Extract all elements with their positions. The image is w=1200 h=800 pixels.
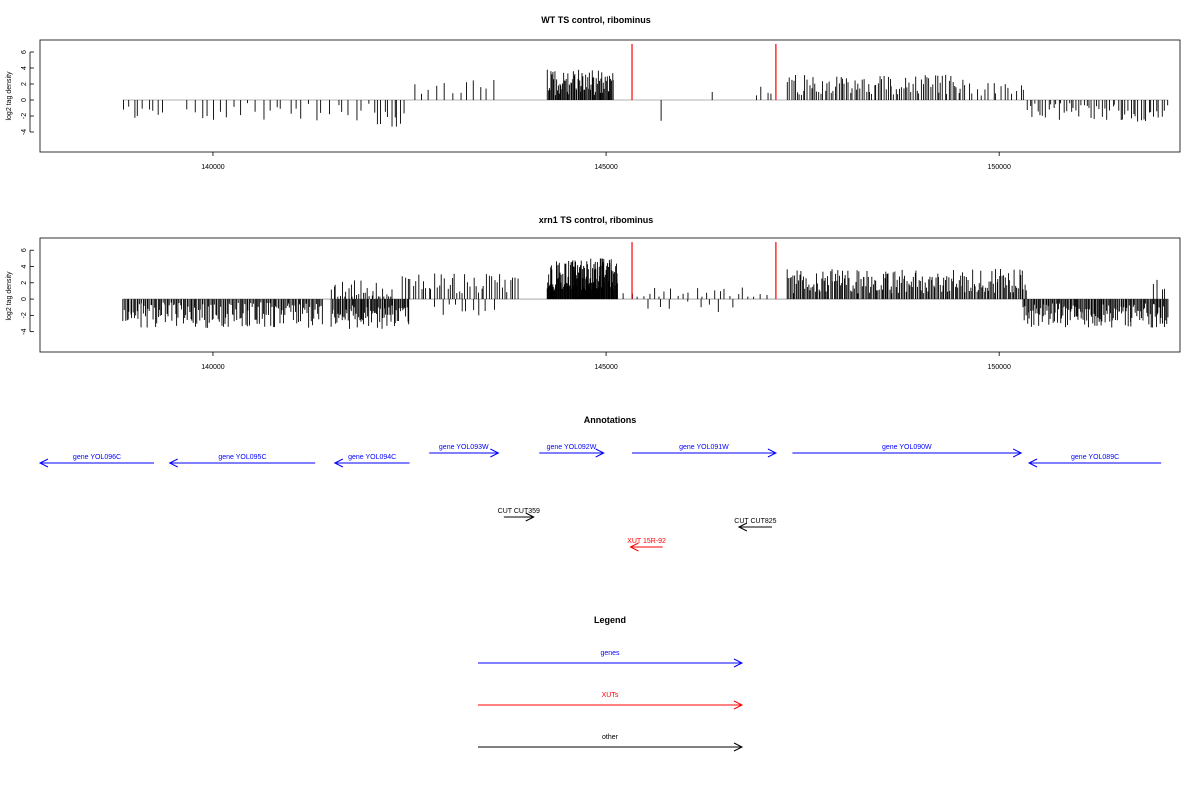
xrn1-x-tick-label: 140000 [201, 364, 224, 371]
wt-y-tick-label: 2 [21, 82, 28, 86]
wt-axis-ticks: 6 4 2 0 -2 -4 140000 145000 150000 [21, 50, 1011, 171]
annotation-gene-yol095c: gene YOL095C [168, 454, 316, 468]
xrn1-coverage-bars [122, 242, 1169, 329]
wt-x-tick-label: 150000 [987, 164, 1010, 171]
xrn1-y-tick-label: 4 [21, 264, 28, 268]
feature-arrowhead [490, 448, 500, 458]
feature-label: gene YOL095C [218, 454, 266, 461]
legend-label: XUTs [602, 692, 619, 699]
wt-y-axis-label: log2 tag density [6, 71, 13, 121]
annotation-gene-yol094c: gene YOL094C [333, 454, 410, 468]
wt-y-tick-label: 0 [21, 98, 28, 102]
wt-y-tick-label: -4 [21, 129, 28, 135]
xrn1-x-tick-label: 150000 [987, 364, 1010, 371]
wt-x-tick-label: 145000 [594, 164, 617, 171]
annotation-gene-yol091w: gene YOL091W [632, 444, 778, 458]
legend-entry-other: other [478, 734, 744, 752]
feature-label: gene YOL093W [439, 444, 489, 451]
feature-label: CUT CUT825 [734, 518, 776, 525]
wt-coverage-panel: WT TS control, ribominus log2 tag densit… [6, 15, 1181, 171]
annotation-gene-yol089c: gene YOL089C [1027, 454, 1162, 468]
annotation-features: gene YOL096C gene YOL095C gene YOL094C gene… [38, 444, 1162, 552]
wt-panel-title: WT TS control, ribominus [541, 15, 651, 25]
feature-arrowhead [737, 522, 748, 532]
feature-label: gene YOL091W [679, 444, 729, 451]
annotations-title: Annotations [584, 415, 637, 425]
feature-label: gene YOL089C [1071, 454, 1119, 461]
legend-label: genes [600, 650, 620, 657]
legend-arrowhead [733, 700, 744, 710]
legend-title: Legend [594, 615, 626, 625]
feature-arrowhead [767, 448, 778, 458]
xrn1-y-tick-label: -4 [21, 328, 28, 334]
feature-arrowhead [595, 448, 605, 458]
annotation-cut-cut359: CUT CUT359 [498, 508, 540, 522]
wt-x-tick-label: 140000 [201, 164, 224, 171]
xrn1-y-tick-label: 2 [21, 281, 28, 285]
feature-label: gene YOL096C [73, 454, 121, 461]
feature-label: gene YOL094C [348, 454, 396, 461]
feature-arrowhead [168, 458, 178, 468]
feature-label: CUT CUT359 [498, 508, 540, 515]
legend-entry-genes: genes [478, 650, 744, 668]
annotation-gene-yol092w: gene YOL092W [539, 444, 605, 458]
xrn1-y-axis-label: log2 tag density [6, 271, 13, 321]
feature-arrowhead [333, 458, 344, 468]
annotation-gene-yol096c: gene YOL096C [38, 454, 154, 468]
xrn1-y-tick-label: 0 [21, 297, 28, 301]
xrn1-panel-title: xrn1 TS control, ribominus [539, 215, 654, 225]
legend-entry-xuts: XUTs [478, 692, 744, 710]
annotation-cut-cut825: CUT CUT825 [734, 518, 777, 532]
legend-label: other [602, 734, 619, 741]
annotation-gene-yol093w: gene YOL093W [429, 444, 500, 458]
legend-panel: Legend genes XUTs other [478, 615, 744, 752]
wt-plot-frame [39, 39, 1181, 153]
legend-arrowhead [733, 742, 744, 752]
feature-label: gene YOL092W [547, 444, 597, 451]
annotations-panel: Annotations gene YOL096C gene YOL095C gene… [38, 415, 1162, 552]
xrn1-y-tick-label: 6 [21, 248, 28, 252]
xrn1-y-tick-label: -2 [21, 312, 28, 318]
wt-coverage-bars [122, 44, 1169, 127]
feature-label: XUT 15R-92 [627, 538, 666, 545]
feature-arrowhead [1027, 458, 1038, 468]
legend-arrowhead [733, 658, 744, 668]
wt-y-tick-label: 4 [21, 66, 28, 70]
feature-arrowhead [629, 542, 639, 552]
xrn1-coverage-panel: xrn1 TS control, ribominus log2 tag dens… [6, 215, 1181, 371]
legend-entries: genes XUTs other [478, 650, 744, 752]
xrn1-x-tick-label: 145000 [594, 364, 617, 371]
feature-arrowhead [525, 512, 535, 522]
xrn1-plot-frame [39, 237, 1181, 353]
annotation-xut-15r-92: XUT 15R-92 [627, 538, 666, 552]
feature-arrowhead [1012, 448, 1023, 458]
wt-y-tick-label: -2 [21, 113, 28, 119]
feature-arrowhead [38, 458, 49, 468]
annotation-gene-yol090w: gene YOL090W [792, 444, 1023, 458]
xrn1-axis-ticks: 6 4 2 0 -2 -4 140000 145000 150000 [21, 248, 1011, 371]
feature-label: gene YOL090W [882, 444, 932, 451]
wt-y-tick-label: 6 [21, 50, 28, 54]
